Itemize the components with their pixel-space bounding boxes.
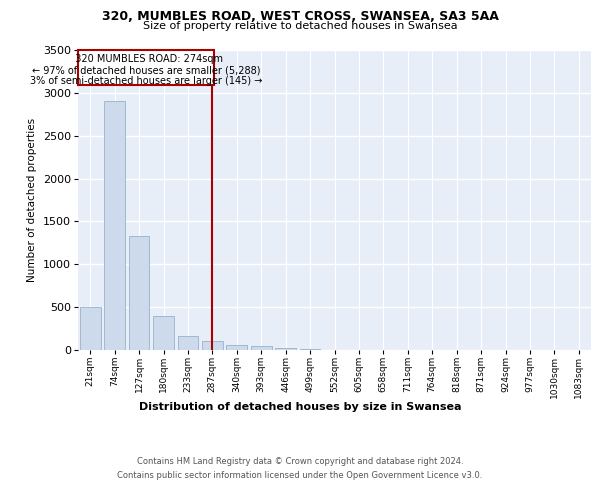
Text: Contains public sector information licensed under the Open Government Licence v3: Contains public sector information licen… xyxy=(118,471,482,480)
Y-axis label: Number of detached properties: Number of detached properties xyxy=(28,118,37,282)
Bar xyxy=(153,316,174,350)
Text: ← 97% of detached houses are smaller (5,288): ← 97% of detached houses are smaller (5,… xyxy=(32,65,260,75)
Text: Size of property relative to detached houses in Swansea: Size of property relative to detached ho… xyxy=(143,21,457,31)
FancyBboxPatch shape xyxy=(79,50,214,85)
Bar xyxy=(104,102,125,350)
Text: 320, MUMBLES ROAD, WEST CROSS, SWANSEA, SA3 5AA: 320, MUMBLES ROAD, WEST CROSS, SWANSEA, … xyxy=(101,10,499,23)
Bar xyxy=(226,344,247,350)
Bar xyxy=(275,348,296,350)
Bar xyxy=(178,336,199,350)
Bar xyxy=(80,307,101,350)
Text: Contains HM Land Registry data © Crown copyright and database right 2024.: Contains HM Land Registry data © Crown c… xyxy=(137,458,463,466)
Text: 3% of semi-detached houses are larger (145) →: 3% of semi-detached houses are larger (1… xyxy=(30,76,263,86)
Text: 320 MUMBLES ROAD: 274sqm: 320 MUMBLES ROAD: 274sqm xyxy=(70,54,223,64)
Bar xyxy=(202,342,223,350)
Text: Distribution of detached houses by size in Swansea: Distribution of detached houses by size … xyxy=(139,402,461,412)
Bar xyxy=(251,346,272,350)
Bar xyxy=(128,236,149,350)
